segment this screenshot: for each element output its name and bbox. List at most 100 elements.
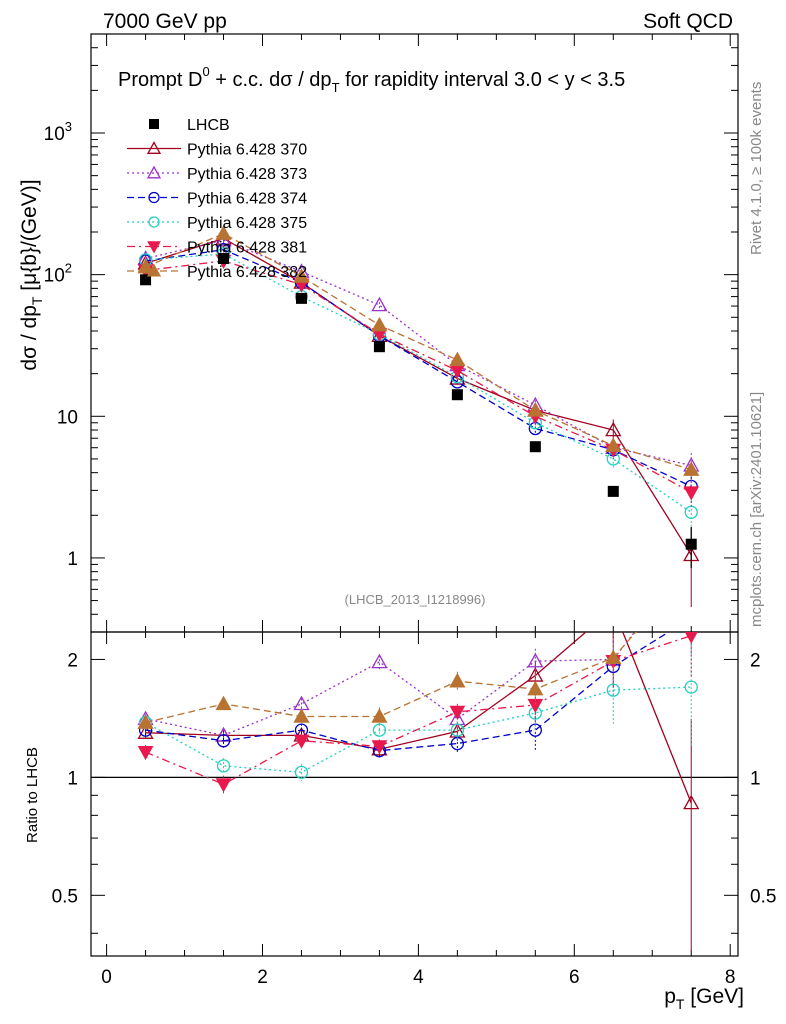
mcplots-label: mcplots.cern.ch [arXiv:2401.10621] bbox=[748, 392, 765, 627]
ratio-line bbox=[145, 632, 671, 752]
title-rest: + c.c. dσ / dp bbox=[210, 69, 332, 91]
legend-label: Pythia 6.428 374 bbox=[187, 191, 307, 208]
series-marker bbox=[371, 740, 388, 755]
series-marker bbox=[606, 601, 620, 614]
series-marker bbox=[527, 680, 544, 696]
ratio-tick-label: 0.5 bbox=[52, 886, 78, 907]
ratio-tick-label: 0.5 bbox=[750, 886, 776, 907]
title-sub: T bbox=[332, 80, 340, 95]
legend-label: Pythia 6.428 381 bbox=[187, 240, 307, 257]
series-marker bbox=[137, 258, 154, 274]
series-marker bbox=[449, 672, 466, 688]
ratio-panel-series bbox=[137, 601, 700, 952]
title-main: Prompt D bbox=[118, 69, 202, 91]
series-marker bbox=[137, 746, 154, 761]
series-line bbox=[145, 253, 692, 513]
series-line bbox=[145, 232, 692, 471]
legend-label: Pythia 6.428 370 bbox=[187, 142, 307, 159]
series-marker bbox=[527, 652, 544, 668]
data-marker bbox=[685, 538, 697, 550]
title-tail: for rapidity interval 3.0 < y < 3.5 bbox=[340, 69, 626, 91]
series-marker bbox=[147, 241, 161, 254]
ratio-y-axis-label: Ratio to LHCB bbox=[24, 747, 41, 843]
x-tick-label: 8 bbox=[725, 967, 736, 988]
series-line bbox=[145, 237, 692, 556]
series-marker bbox=[371, 653, 388, 669]
y-tick-label: 1 bbox=[67, 549, 78, 570]
series-marker bbox=[683, 794, 700, 810]
series-marker bbox=[215, 778, 232, 793]
y-tick-label: 103 bbox=[44, 119, 72, 145]
series-marker bbox=[450, 723, 465, 737]
series-marker bbox=[449, 351, 466, 367]
series-marker bbox=[684, 505, 698, 519]
series-marker bbox=[216, 734, 231, 748]
data-marker bbox=[607, 485, 619, 497]
main-panel-series bbox=[137, 225, 700, 608]
series-marker bbox=[148, 191, 160, 204]
ratio-line bbox=[145, 686, 692, 774]
series-marker bbox=[293, 734, 310, 749]
series-marker bbox=[294, 765, 309, 779]
series-marker bbox=[146, 165, 162, 179]
plot-title: Prompt D0 + c.c. dσ / dpT for rapidity i… bbox=[118, 64, 625, 95]
y-tick-label: 10 bbox=[57, 407, 78, 428]
series-marker bbox=[527, 402, 544, 417]
series-marker bbox=[683, 486, 700, 501]
series-marker bbox=[605, 437, 622, 452]
series-line bbox=[145, 249, 692, 487]
series-marker bbox=[371, 296, 388, 312]
ratio-tick-label: 1 bbox=[750, 768, 761, 789]
data-marker bbox=[451, 389, 463, 401]
x-axis-label: pT [GeV] bbox=[664, 985, 744, 1012]
series-marker bbox=[137, 714, 154, 729]
series-marker bbox=[528, 723, 542, 737]
header-left: 7000 GeV pp bbox=[103, 10, 227, 33]
series-marker bbox=[685, 612, 697, 624]
legend-label: Pythia 6.428 382 bbox=[187, 264, 307, 281]
ratio-line bbox=[145, 635, 692, 786]
series-marker bbox=[146, 141, 162, 154]
ratio-line bbox=[145, 632, 692, 804]
series-marker bbox=[605, 421, 622, 437]
y-axis-label: dσ / dpT [μ{b}/(GeV)] bbox=[18, 179, 45, 370]
ratio-tick-label: 1 bbox=[67, 768, 78, 789]
series-marker bbox=[371, 316, 388, 332]
ratio-tick-label: 2 bbox=[750, 650, 761, 671]
series-marker bbox=[684, 680, 698, 694]
series-line bbox=[145, 260, 692, 494]
legend-marker bbox=[149, 119, 159, 129]
series-marker bbox=[148, 216, 160, 228]
data-marker bbox=[218, 253, 230, 265]
data-marker bbox=[295, 292, 307, 304]
series-marker bbox=[137, 724, 154, 739]
data-marker bbox=[140, 274, 152, 286]
series-marker bbox=[215, 695, 232, 711]
data-marker bbox=[373, 341, 385, 353]
series-marker bbox=[683, 461, 700, 476]
series-marker bbox=[293, 268, 310, 283]
series-marker bbox=[146, 263, 162, 277]
x-tick-label: 2 bbox=[257, 967, 268, 988]
title-sup: 0 bbox=[202, 64, 209, 79]
ratio-plot-frame bbox=[90, 631, 739, 957]
x-tick-label: 0 bbox=[101, 967, 112, 988]
rivet-label: Rivet 4.1.0, ≥ 100k events bbox=[748, 82, 765, 255]
y-tick-label: 102 bbox=[44, 261, 72, 287]
x-tick-label: 4 bbox=[413, 967, 424, 988]
series-marker bbox=[293, 708, 310, 723]
ratio-tick-label: 2 bbox=[67, 650, 78, 671]
series-marker bbox=[216, 759, 231, 773]
series-marker bbox=[605, 649, 622, 664]
legend-label: Pythia 6.428 375 bbox=[187, 215, 307, 232]
analysis-id: (LHCB_2013_I1218996) bbox=[345, 592, 486, 607]
series-marker bbox=[684, 632, 698, 644]
series-marker bbox=[449, 705, 466, 720]
legend-label: LHCB bbox=[187, 117, 230, 134]
ratio-line bbox=[145, 632, 637, 724]
x-tick-label: 6 bbox=[569, 967, 580, 988]
data-marker bbox=[529, 441, 541, 453]
header-right: Soft QCD bbox=[643, 10, 733, 33]
series-marker bbox=[371, 740, 388, 756]
